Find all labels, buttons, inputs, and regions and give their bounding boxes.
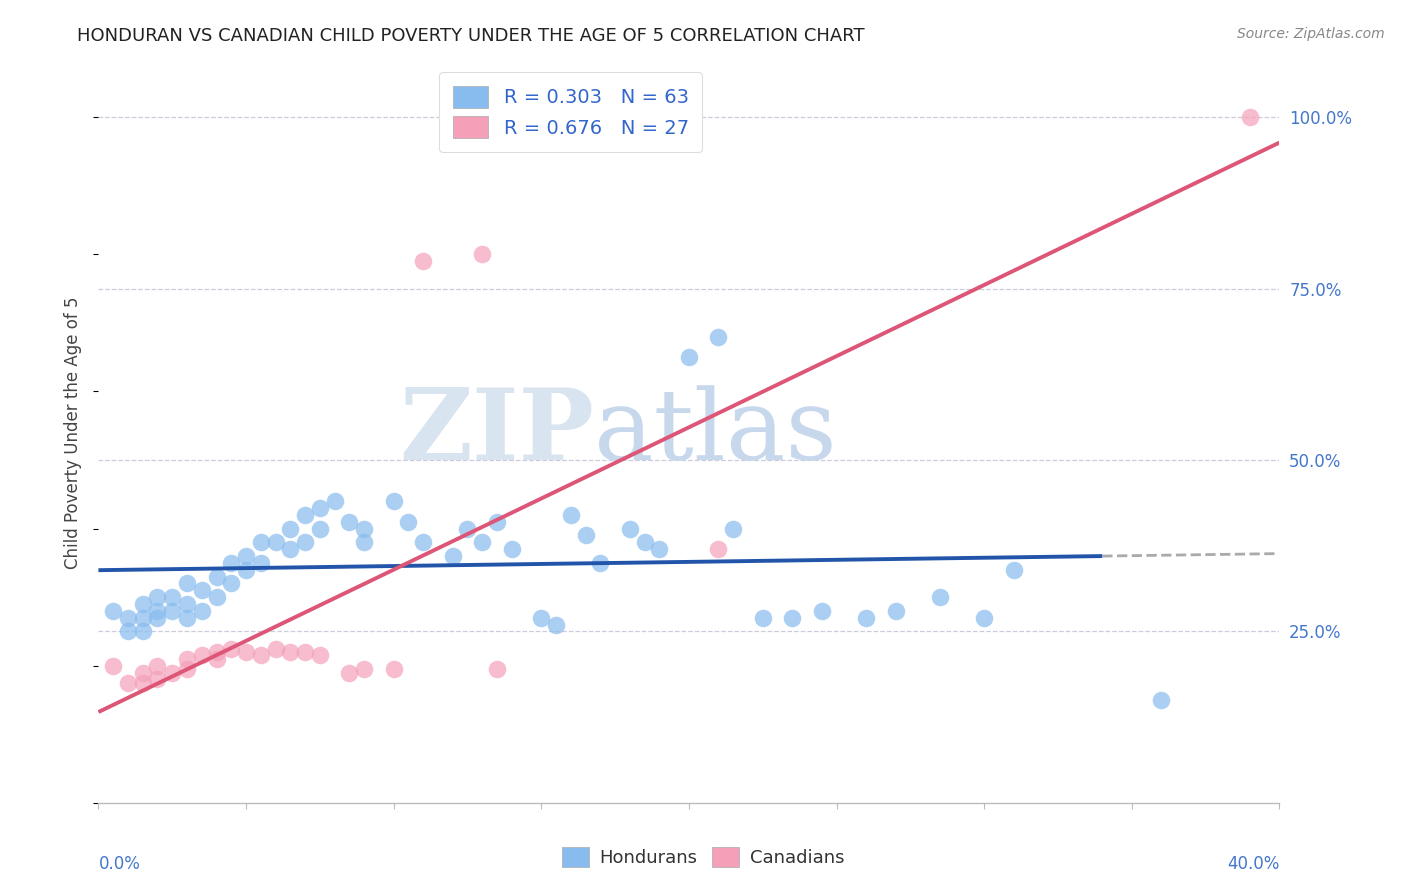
Point: [176, 652, 198, 666]
Point: [398, 515, 420, 529]
Point: [973, 610, 995, 624]
Point: [221, 556, 243, 570]
Point: [280, 542, 302, 557]
Point: [146, 604, 169, 618]
Point: [546, 617, 568, 632]
Point: [280, 522, 302, 536]
Point: [176, 597, 198, 611]
Point: [1150, 693, 1173, 707]
Point: [707, 542, 730, 557]
Point: [412, 535, 434, 549]
Point: [619, 522, 641, 536]
Point: [146, 610, 169, 624]
Point: [382, 494, 405, 508]
Point: [723, 522, 745, 536]
Point: [309, 501, 332, 516]
Point: [678, 350, 700, 364]
Point: [339, 515, 361, 529]
Point: [855, 610, 877, 624]
Point: [264, 535, 287, 549]
Point: [884, 604, 907, 618]
Point: [146, 658, 169, 673]
Point: [1002, 563, 1025, 577]
Point: [191, 583, 214, 598]
Point: [457, 522, 479, 536]
Point: [235, 645, 257, 659]
Text: 40.0%: 40.0%: [1227, 855, 1279, 872]
Point: [752, 610, 775, 624]
Legend: Hondurans, Canadians: Hondurans, Canadians: [554, 839, 852, 874]
Point: [191, 604, 214, 618]
Point: [575, 528, 598, 542]
Point: [323, 494, 346, 508]
Point: [132, 676, 155, 690]
Point: [471, 535, 494, 549]
Point: [221, 641, 243, 656]
Point: [294, 645, 316, 659]
Point: [441, 549, 464, 563]
Point: [250, 648, 273, 663]
Point: [707, 329, 730, 343]
Point: [103, 658, 125, 673]
Point: [486, 515, 509, 529]
Point: [117, 676, 139, 690]
Point: [782, 610, 804, 624]
Point: [103, 604, 125, 618]
Point: [162, 665, 183, 680]
Point: [339, 665, 361, 680]
Point: [353, 522, 375, 536]
Text: ZIP: ZIP: [399, 384, 595, 481]
Text: 0.0%: 0.0%: [98, 855, 141, 872]
Y-axis label: Child Poverty Under the Age of 5: Child Poverty Under the Age of 5: [65, 296, 83, 569]
Point: [117, 610, 139, 624]
Point: [176, 662, 198, 676]
Point: [176, 610, 198, 624]
Point: [146, 673, 169, 687]
Point: [309, 648, 332, 663]
Point: [132, 610, 155, 624]
Point: [132, 665, 155, 680]
Point: [353, 535, 375, 549]
Point: [929, 590, 952, 604]
Point: [280, 645, 302, 659]
Point: [634, 535, 657, 549]
Text: atlas: atlas: [595, 384, 837, 481]
Point: [1239, 110, 1261, 124]
Point: [132, 597, 155, 611]
Point: [294, 535, 316, 549]
Point: [589, 556, 612, 570]
Point: [501, 542, 523, 557]
Point: [235, 549, 257, 563]
Point: [146, 590, 169, 604]
Point: [250, 556, 273, 570]
Point: [530, 610, 553, 624]
Text: Source: ZipAtlas.com: Source: ZipAtlas.com: [1237, 27, 1385, 41]
Point: [471, 247, 494, 261]
Point: [205, 652, 228, 666]
Point: [353, 662, 375, 676]
Point: [235, 563, 257, 577]
Point: [648, 542, 671, 557]
Point: [117, 624, 139, 639]
Point: [412, 254, 434, 268]
Legend: R = 0.303   N = 63, R = 0.676   N = 27: R = 0.303 N = 63, R = 0.676 N = 27: [440, 72, 702, 152]
Point: [176, 576, 198, 591]
Point: [309, 522, 332, 536]
Point: [382, 662, 405, 676]
Point: [191, 648, 214, 663]
Point: [221, 576, 243, 591]
Point: [205, 590, 228, 604]
Point: [810, 604, 832, 618]
Point: [294, 508, 316, 522]
Point: [205, 569, 228, 583]
Point: [205, 645, 228, 659]
Point: [486, 662, 509, 676]
Text: HONDURAN VS CANADIAN CHILD POVERTY UNDER THE AGE OF 5 CORRELATION CHART: HONDURAN VS CANADIAN CHILD POVERTY UNDER…: [77, 27, 865, 45]
Point: [162, 604, 183, 618]
Point: [132, 624, 155, 639]
Point: [162, 590, 183, 604]
Point: [250, 535, 273, 549]
Point: [560, 508, 582, 522]
Point: [264, 641, 287, 656]
